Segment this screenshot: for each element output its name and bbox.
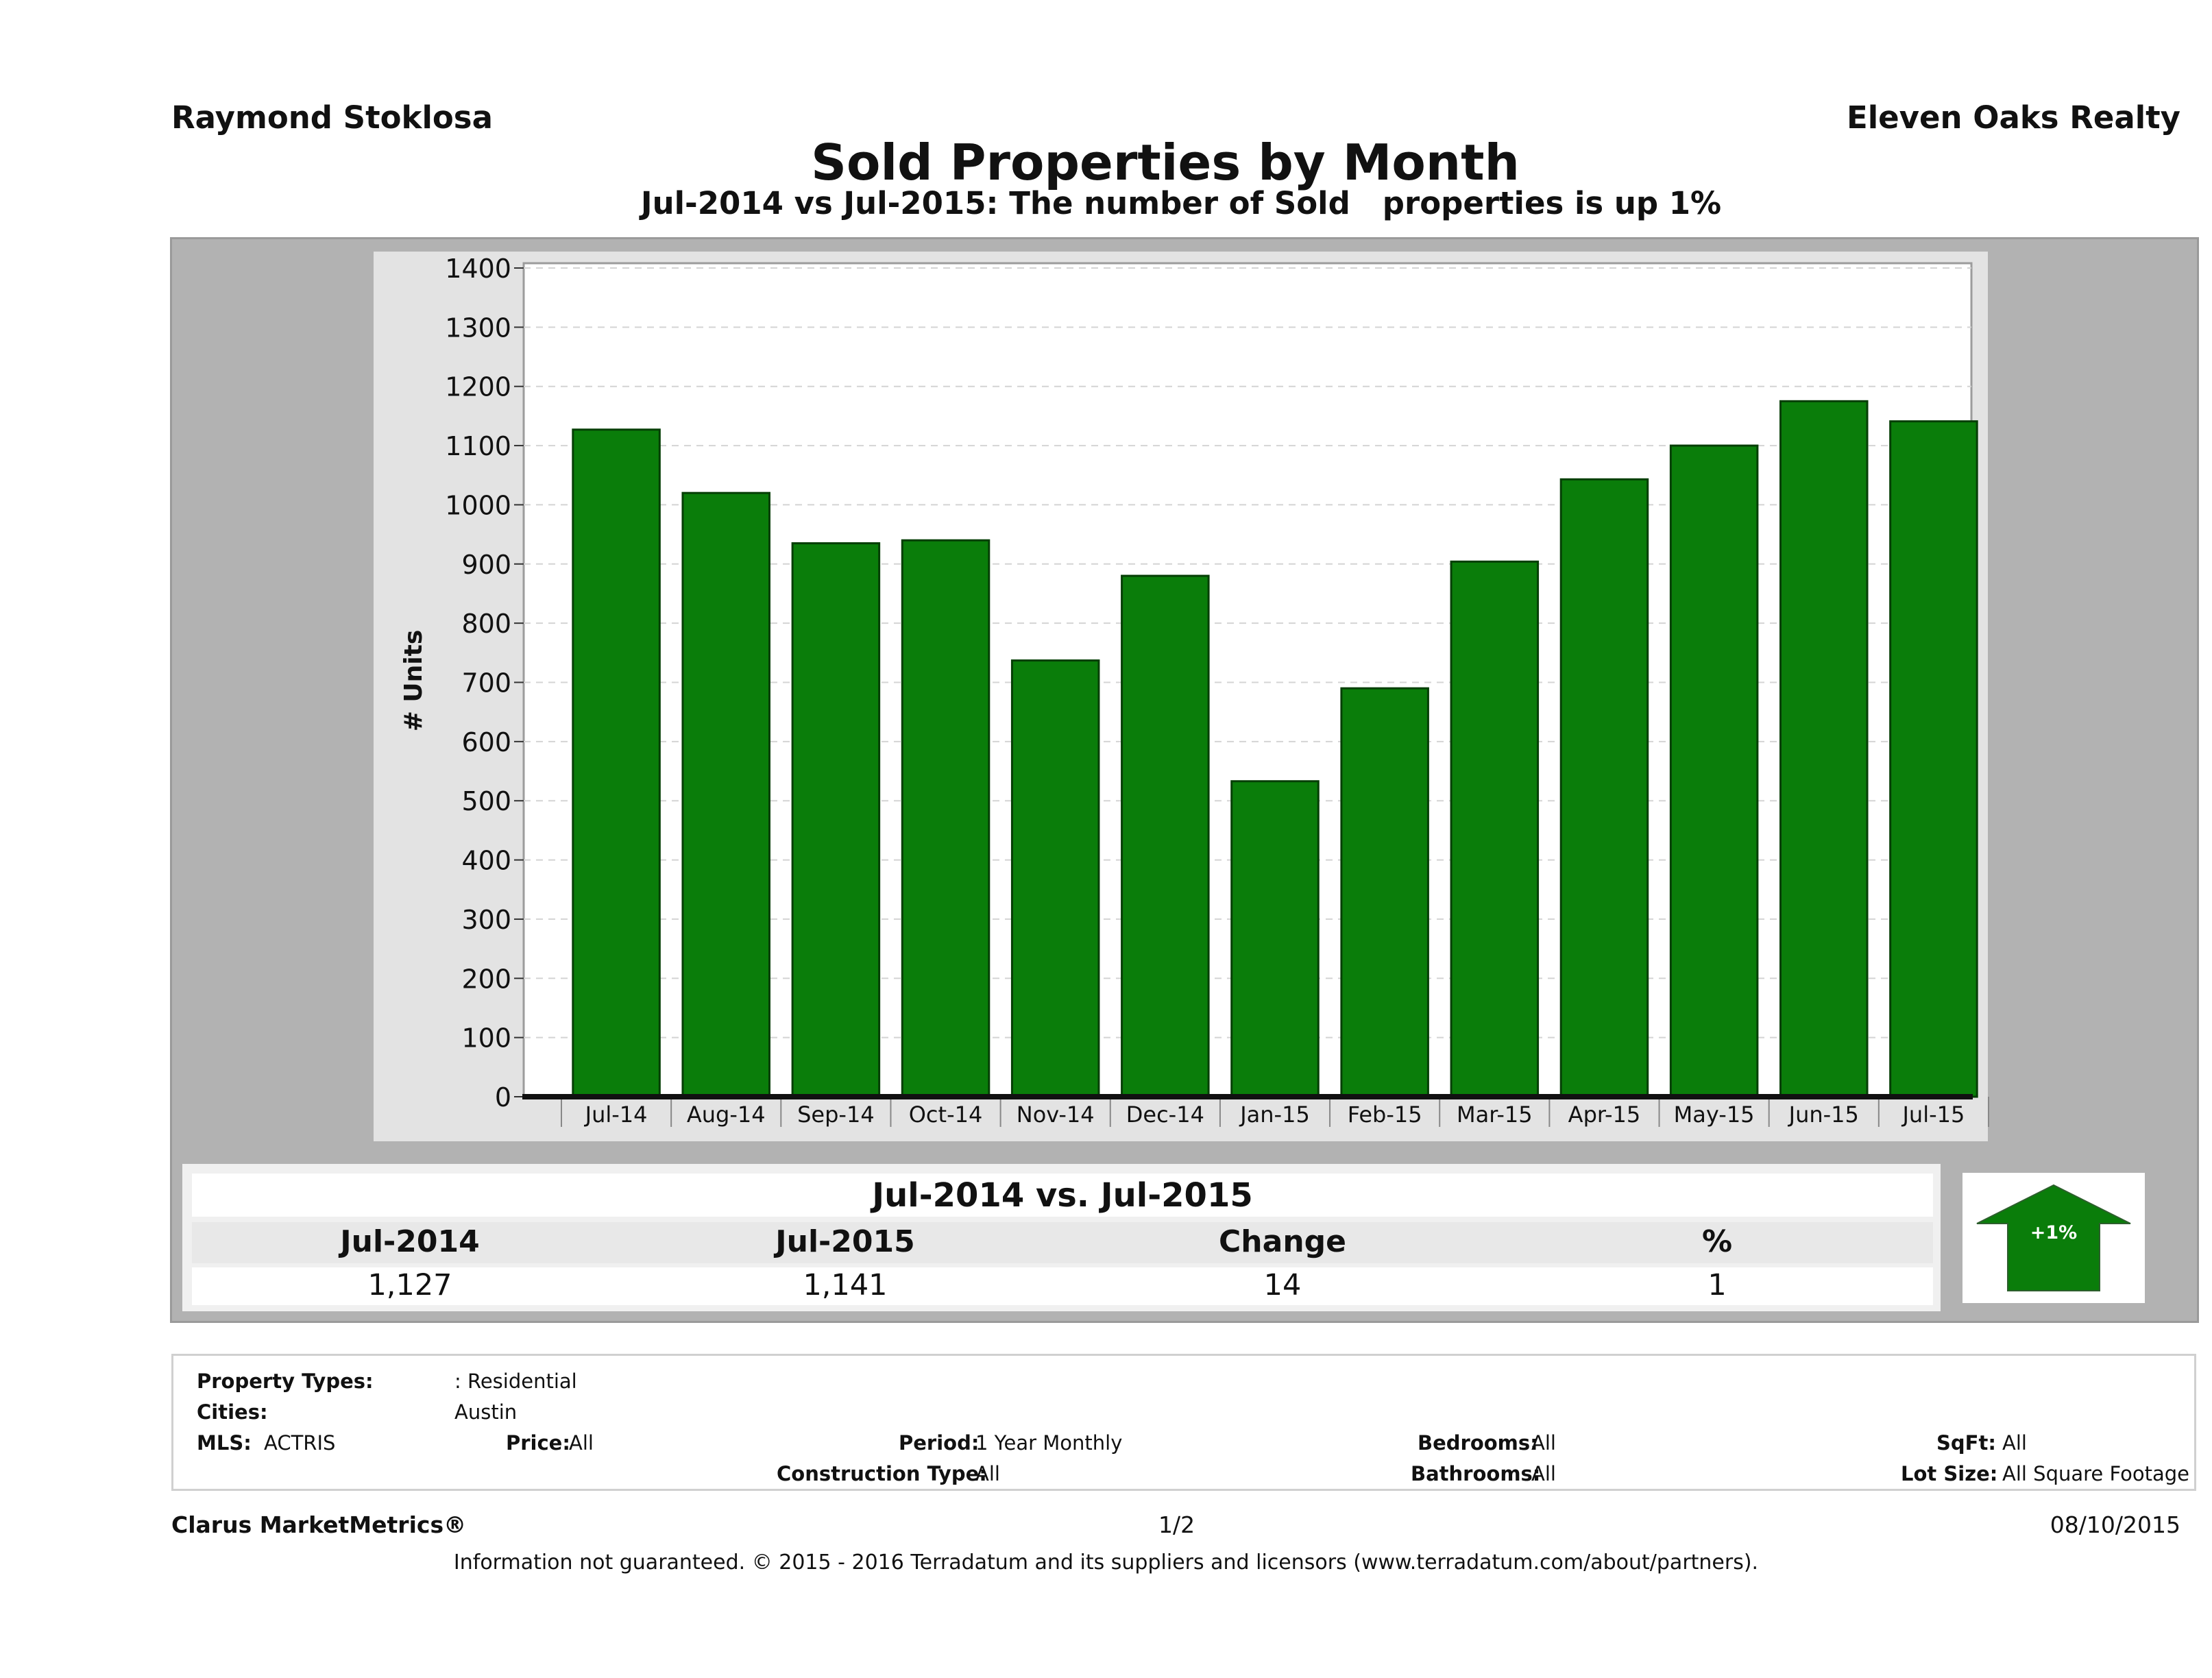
up-arrow-icon: +1% [1976,1184,2131,1291]
y-tick-label: 1300 [445,313,511,343]
bar [1889,420,1978,1098]
sqft-label: SqFt: [1936,1431,1996,1455]
bar [1230,780,1320,1098]
bar [1121,574,1210,1098]
change-badge-label: +1% [2030,1222,2077,1243]
value-jul-2015: 1,141 [803,1268,888,1302]
y-tick-label: 100 [461,1023,511,1054]
period-label: Period: [899,1431,980,1455]
bedrooms-label: Bedrooms: [1418,1431,1538,1455]
cities-label: Cities: [197,1400,268,1424]
report-date: 08/10/2015 [2050,1511,2180,1538]
bar [1559,478,1649,1098]
page-number: 1/2 [1158,1511,1195,1538]
y-tick-label: 1200 [445,372,511,402]
x-tick-label: Apr-15 [1568,1102,1641,1128]
header-jul-2015: Jul-2015 [775,1224,915,1259]
bar [681,491,770,1098]
bars [572,400,1978,1098]
company-name: Eleven Oaks Realty [1846,99,2180,136]
comparison-value-row [192,1267,1933,1305]
bar-chart: 0 100 200 300 400 500 600 700 800 900 1000 1100 1200… [400,254,1989,1128]
x-tick-label: Feb-15 [1348,1102,1422,1128]
disclaimer: Information not guaranteed. © 2015 - 201… [453,1551,1759,1574]
construction-type-value: All [975,1462,1000,1485]
lot-size-label: Lot Size: [1901,1462,1998,1485]
bedrooms-value: All [1531,1431,1556,1455]
y-tick-label: 1400 [445,254,511,284]
comparison-title: Jul-2014 vs. Jul-2015 [872,1176,1253,1215]
y-axis-ticks: 0 100 200 300 400 500 600 700 800 900 1000 1100 1200… [445,254,524,1112]
y-tick-label: 900 [461,550,511,580]
x-tick-label: Aug-14 [687,1102,766,1128]
bathrooms-value: All [1531,1462,1556,1485]
header-jul-2014: Jul-2014 [340,1224,480,1259]
x-tick-label: Jul-15 [1901,1102,1965,1128]
y-tick-label: 800 [461,609,511,639]
chart-subtitle: Jul-2014 vs Jul-2015: The number of Sold… [640,185,1722,221]
comparison-title-row [192,1174,1933,1217]
y-axis-label: # Units [400,630,428,732]
x-tick-label: Sep-14 [797,1102,875,1128]
bar [572,428,661,1098]
cities-value: Austin [454,1400,518,1424]
bar [1340,687,1429,1098]
x-tick-label: Mar-15 [1457,1102,1533,1128]
period-value: 1 Year Monthly [975,1431,1123,1455]
x-tick-label: May-15 [1674,1102,1755,1128]
bathrooms-label: Bathrooms: [1411,1462,1541,1485]
y-tick-label: 1000 [445,490,511,520]
mls-label: MLS: [197,1431,252,1455]
x-tick-label: Jun-15 [1788,1102,1859,1128]
y-tick-label: 500 [461,786,511,816]
price-label: Price: [506,1431,570,1455]
x-tick-label: Dec-14 [1126,1102,1204,1128]
y-tick-label: 0 [495,1082,511,1112]
header-change: Change [1219,1224,1346,1259]
y-tick-label: 600 [461,727,511,757]
comparison-header-row [192,1222,1933,1263]
bar [1669,444,1759,1098]
y-tick-label: 200 [461,964,511,994]
value-percent: 1 [1707,1268,1727,1302]
header-percent: % [1701,1224,1733,1259]
change-badge: +1% [1962,1173,2145,1303]
y-tick-label: 1100 [445,431,511,461]
x-tick-label: Nov-14 [1017,1102,1095,1128]
mls-value: ACTRIS [264,1431,336,1455]
value-jul-2014: 1,127 [367,1268,452,1302]
x-axis-ticks: Jul-14 Aug-14 Sep-14 Oct-14 Nov-14 Dec-14 Jan-… [561,1097,1989,1128]
chart-title: Sold Properties by Month [811,134,1520,191]
price-value: All [569,1431,594,1455]
bar [901,539,990,1098]
construction-type-label: Construction Type: [777,1462,987,1485]
y-tick-label: 700 [461,668,511,698]
lot-size-value: All Square Footage [2002,1462,2190,1485]
property-types-label: Property Types: [197,1370,374,1393]
x-tick-label: Jan-15 [1239,1102,1310,1128]
agent-name: Raymond Stoklosa [171,99,493,136]
footer-brand: Clarus MarketMetrics® [171,1511,467,1538]
y-tick-label: 400 [461,846,511,876]
y-tick-label: 300 [461,905,511,935]
x-tick-label: Jul-14 [584,1102,648,1128]
property-types-value: : Residential [454,1370,577,1393]
bar [791,542,881,1098]
value-change: 14 [1263,1268,1302,1302]
sqft-value: All [2002,1431,2027,1455]
bar [1779,400,1869,1098]
bar [1450,560,1540,1098]
filters-panel: Property Types: : Residential Cities: Au… [171,1354,2196,1491]
bar [1010,659,1100,1098]
x-tick-label: Oct-14 [909,1102,983,1128]
